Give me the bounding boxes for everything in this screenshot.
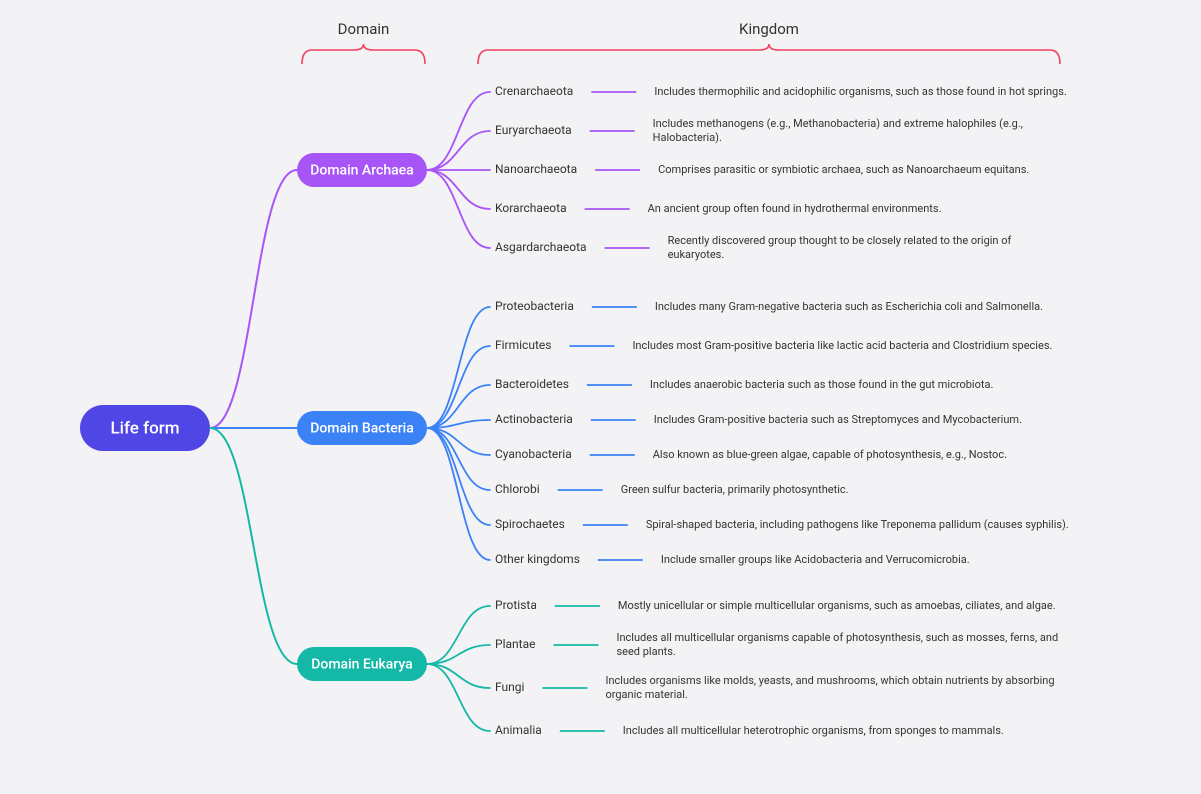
header-kingdom-label: Kingdom: [739, 20, 799, 38]
header-brace: [302, 44, 425, 64]
kingdom-description: Includes methanogens (e.g., Methanobacte…: [653, 117, 1023, 130]
edge-root-to-archaea: [210, 170, 297, 428]
kingdom-description: Spiral-shaped bacteria, including pathog…: [646, 518, 1069, 531]
kingdom-label[interactable]: Cyanobacteria: [495, 447, 572, 461]
kingdom-description: Includes anaerobic bacteria such as thos…: [650, 378, 994, 391]
root-label: Life form: [110, 418, 179, 438]
kingdom-description: An ancient group often found in hydrothe…: [648, 202, 942, 215]
kingdom-description: Also known as blue-green algae, capable …: [653, 448, 1007, 461]
kingdom-label[interactable]: Crenarchaeota: [495, 84, 573, 98]
kingdom-label[interactable]: Fungi: [495, 680, 524, 694]
kingdom-label[interactable]: Actinobacteria: [495, 412, 573, 426]
kingdom-label[interactable]: Other kingdoms: [495, 552, 580, 566]
kingdom-description: seed plants.: [616, 645, 675, 658]
kingdom-description: eukaryotes.: [668, 248, 725, 261]
kingdom-label[interactable]: Nanoarchaeota: [495, 162, 577, 176]
kingdom-description: Mostly unicellular or simple multicellul…: [618, 599, 1056, 612]
kingdom-label[interactable]: Plantae: [495, 637, 535, 651]
kingdom-label[interactable]: Euryarchaeota: [495, 123, 572, 137]
kingdom-description: Comprises parasitic or symbiotic archaea…: [658, 163, 1029, 176]
edge-root-to-eukarya: [210, 428, 297, 664]
kingdom-label[interactable]: Chlorobi: [495, 482, 540, 496]
kingdom-description: Includes all multicellular organisms cap…: [616, 631, 1058, 644]
kingdom-description: Includes thermophilic and acidophilic or…: [654, 85, 1067, 98]
edge-bacteria-to-kingdom: [427, 428, 490, 490]
kingdom-description: Includes Gram-positive bacteria such as …: [654, 413, 1022, 426]
kingdom-label[interactable]: Animalia: [495, 723, 542, 737]
domain-label-bacteria: Domain Bacteria: [310, 421, 414, 437]
kingdom-description: Includes organisms like molds, yeasts, a…: [605, 674, 1054, 687]
kingdom-label[interactable]: Firmicutes: [495, 338, 551, 352]
kingdom-description: Recently discovered group thought to be …: [668, 234, 1012, 247]
edge-bacteria-to-kingdom: [427, 307, 490, 428]
edge-eukarya-to-kingdom: [427, 664, 490, 688]
edge-archaea-to-kingdom: [427, 170, 490, 209]
kingdom-description: Includes most Gram-positive bacteria lik…: [632, 339, 1052, 352]
edge-archaea-to-kingdom: [427, 92, 490, 170]
kingdom-description: Includes all multicellular heterotrophic…: [623, 724, 1004, 737]
kingdom-label[interactable]: Protista: [495, 598, 537, 612]
domain-label-archaea: Domain Archaea: [310, 163, 413, 179]
edge-eukarya-to-kingdom: [427, 664, 490, 731]
edge-bacteria-to-kingdom: [427, 385, 490, 428]
kingdom-description: Include smaller groups like Acidobacteri…: [661, 553, 970, 566]
kingdom-label[interactable]: Bacteroidetes: [495, 377, 569, 391]
kingdom-description: Halobacteria).: [653, 131, 722, 144]
kingdom-description: organic material.: [605, 688, 687, 701]
mindmap-canvas: Domain Kingdom Life form Domain Archaea Cren…: [0, 0, 1201, 794]
edge-archaea-to-kingdom: [427, 131, 490, 170]
header-brace: [478, 44, 1060, 64]
kingdom-label[interactable]: Korarchaeota: [495, 201, 567, 215]
edge-archaea-to-kingdom: [427, 170, 490, 248]
kingdom-label[interactable]: Asgardarchaeota: [495, 240, 587, 254]
kingdom-description: Green sulfur bacteria, primarily photosy…: [621, 483, 849, 496]
header-domain-label: Domain: [338, 20, 390, 38]
kingdom-description: Includes many Gram-negative bacteria suc…: [655, 300, 1043, 313]
domain-label-eukarya: Domain Eukarya: [311, 657, 412, 673]
kingdom-label[interactable]: Spirochaetes: [495, 517, 565, 531]
kingdom-label[interactable]: Proteobacteria: [495, 299, 574, 313]
edge-bacteria-to-kingdom: [427, 428, 490, 560]
